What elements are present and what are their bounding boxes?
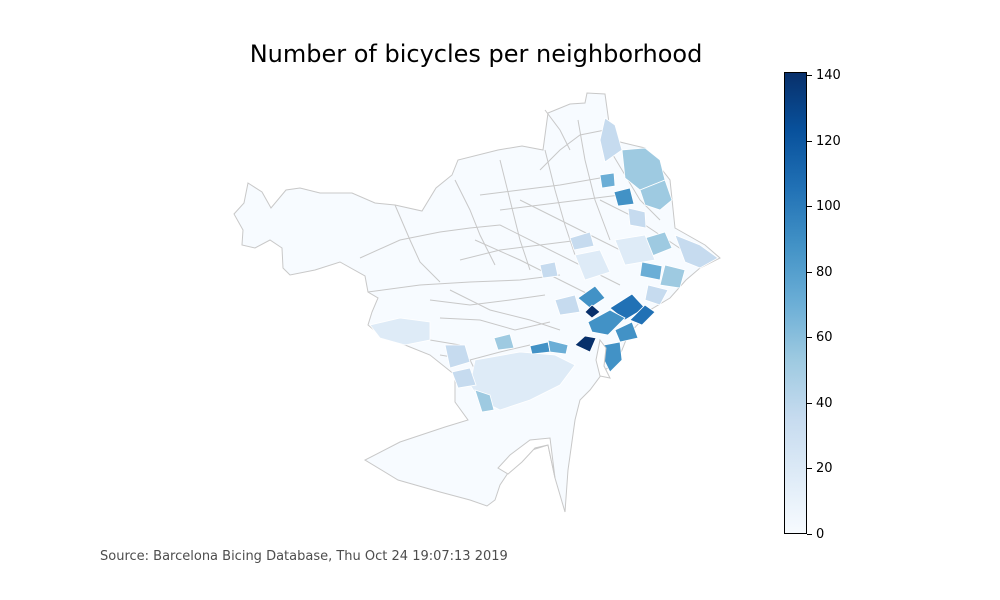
district-line (544, 109, 571, 151)
district-line (499, 159, 531, 271)
neighborhood-light[interactable] (569, 231, 595, 251)
source-caption: Source: Barcelona Bicing Database, Thu O… (100, 549, 508, 564)
neighborhood-medium[interactable] (474, 389, 495, 413)
neighborhood-light[interactable] (539, 261, 559, 279)
neighborhood-fills (369, 117, 719, 413)
district-line (474, 239, 601, 301)
neighborhood-mid[interactable] (639, 179, 673, 211)
district-line (359, 224, 501, 259)
neighborhood-low[interactable] (369, 317, 431, 346)
district-line (454, 179, 496, 266)
neighborhood-low[interactable] (574, 249, 611, 281)
district-line (479, 177, 601, 196)
colorbar-tick-label: 20 (816, 461, 833, 476)
colorbar-tick-label: 80 (816, 265, 833, 280)
colorbar-tick (807, 272, 812, 273)
neighborhood-high[interactable] (587, 309, 626, 336)
colorbar (784, 72, 807, 534)
neighborhood-medium[interactable] (639, 261, 663, 281)
neighborhood-medium[interactable] (599, 172, 616, 189)
colorbar-tick-label: 60 (816, 330, 833, 345)
neighborhood-medium[interactable] (547, 339, 569, 355)
neighborhood-higher[interactable] (629, 304, 656, 326)
colorbar-tick-label: 120 (816, 134, 841, 149)
colorbar-tick (807, 468, 812, 469)
neighborhood-high[interactable] (577, 285, 606, 309)
port-area (497, 338, 611, 479)
neighborhood-light[interactable] (644, 284, 669, 306)
colorbar-tick (807, 403, 812, 404)
district-line (459, 239, 581, 261)
district-line (429, 294, 546, 306)
port-water (595, 338, 611, 379)
neighborhood-mid[interactable] (659, 264, 686, 289)
colorbar-tick-label: 40 (816, 396, 833, 411)
district-line (367, 274, 561, 293)
colorbar-tick-label: 100 (816, 199, 841, 214)
neighborhood-high[interactable] (614, 321, 639, 343)
colorbar-tick (807, 534, 812, 535)
district-line (544, 149, 576, 256)
neighborhood-high[interactable] (613, 187, 635, 207)
colorbar-tick-label: 140 (816, 68, 841, 83)
port-water (497, 437, 556, 479)
colorbar-tick (807, 206, 812, 207)
colorbar-tick (807, 337, 812, 338)
neighborhood-light[interactable] (451, 367, 477, 389)
neighborhood-low[interactable] (614, 234, 656, 266)
colorbar-tick (807, 75, 812, 76)
neighborhood-light[interactable] (444, 344, 471, 369)
district-line (499, 194, 621, 211)
neighborhood-light[interactable] (599, 117, 623, 163)
neighborhood-light[interactable] (627, 207, 647, 229)
neighborhood-mid[interactable] (493, 333, 515, 351)
district-line (394, 204, 441, 283)
neighborhood-highest[interactable] (584, 304, 601, 319)
district-line (609, 149, 661, 221)
neighborhood-light[interactable] (554, 294, 581, 316)
district-line (539, 129, 606, 171)
colorbar-tick (807, 141, 812, 142)
district-line (439, 317, 551, 331)
chart-title: Number of bicycles per neighborhood (249, 40, 703, 68)
district-line (449, 289, 561, 331)
district-line (429, 339, 461, 346)
neighborhood-light[interactable] (674, 234, 719, 269)
colorbar-tick-label: 0 (816, 527, 825, 542)
neighborhood-highest[interactable] (574, 335, 597, 353)
